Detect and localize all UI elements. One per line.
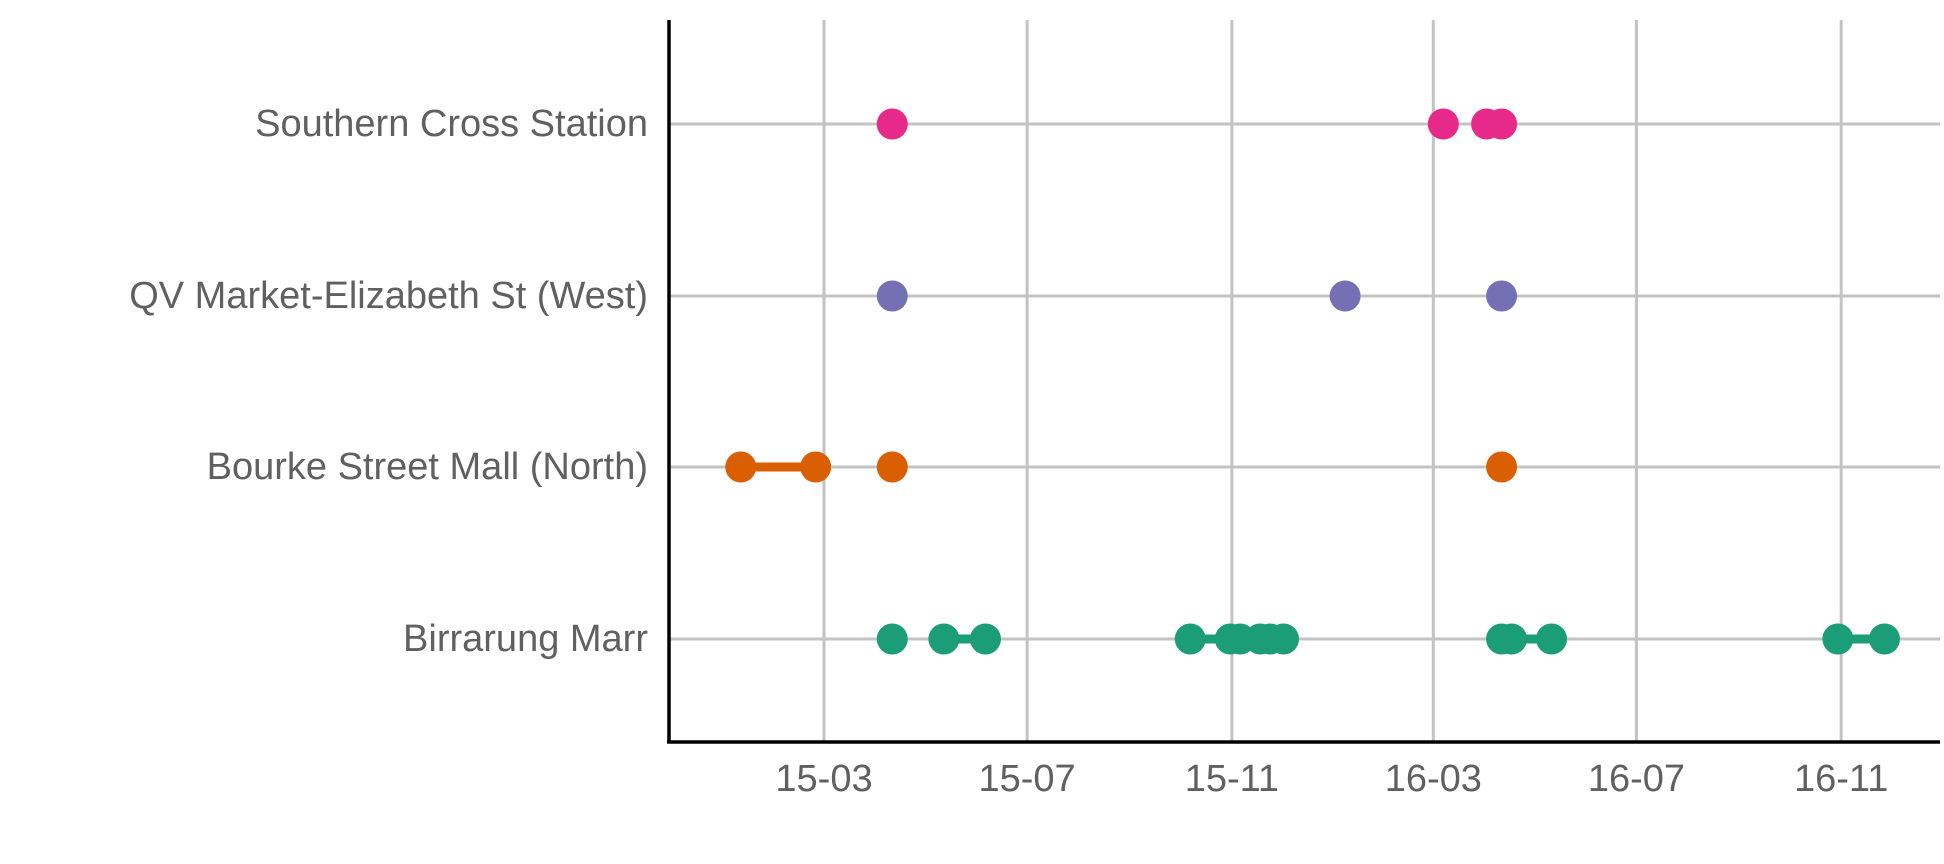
- grid: [669, 20, 1940, 742]
- data-point: [876, 280, 908, 312]
- y-category-label: Bourke Street Mall (North): [207, 446, 648, 488]
- x-tick-label: 16-03: [1385, 758, 1482, 800]
- data-point: [876, 451, 908, 483]
- x-tick-label: 15-03: [775, 758, 872, 800]
- points: [725, 108, 1900, 655]
- data-point: [928, 623, 960, 655]
- x-tick-label: 16-11: [1794, 758, 1888, 800]
- data-point: [1174, 623, 1206, 655]
- y-category-label: QV Market-Elizabeth St (West): [129, 275, 648, 317]
- data-point: [969, 623, 1001, 655]
- data-point: [1822, 623, 1854, 655]
- data-point: [1536, 623, 1568, 655]
- data-point: [1267, 623, 1299, 655]
- y-category-label: Birrarung Marr: [403, 618, 648, 660]
- data-point: [1427, 108, 1459, 140]
- data-point: [1329, 280, 1361, 312]
- segments: [736, 462, 1889, 644]
- y-axis-labels: Southern Cross Station QV Market-Elizabet…: [129, 103, 648, 660]
- data-point: [1496, 623, 1528, 655]
- data-point: [1486, 108, 1518, 140]
- data-point: [876, 623, 908, 655]
- data-point: [1486, 451, 1518, 483]
- x-axis-ticks: 15-03 15-07 15-11 16-03 16-07 16-11: [775, 758, 1888, 800]
- data-point: [1486, 280, 1518, 312]
- data-point: [800, 451, 832, 483]
- x-tick-label: 15-07: [979, 758, 1076, 800]
- x-tick-label: 15-11: [1185, 758, 1279, 800]
- x-tick-label: 16-07: [1588, 758, 1685, 800]
- data-point: [725, 451, 757, 483]
- y-category-label: Southern Cross Station: [255, 103, 648, 145]
- data-point: [876, 108, 908, 140]
- data-point: [1868, 623, 1900, 655]
